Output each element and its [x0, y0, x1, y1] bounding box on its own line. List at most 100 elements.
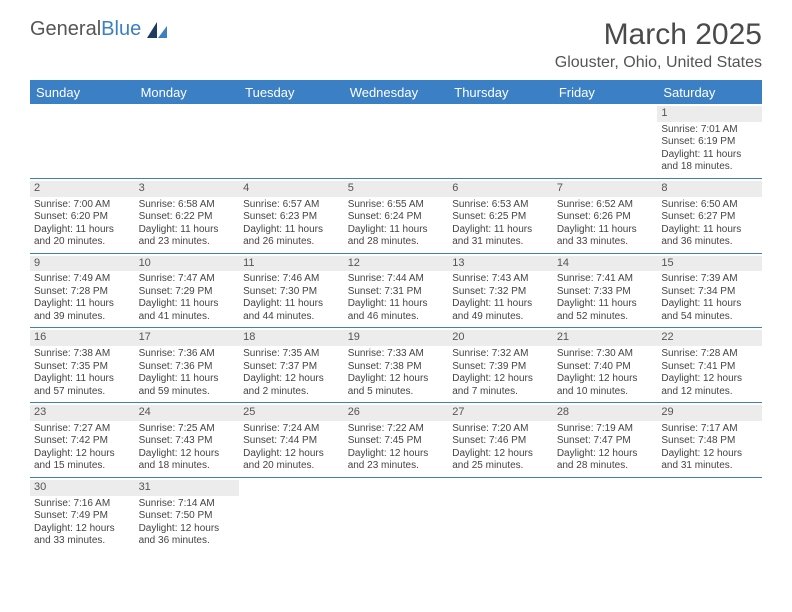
cell-day2: and 36 minutes. [661, 236, 758, 249]
cell-sunrise: Sunrise: 7:33 AM [348, 348, 445, 361]
cell-day1: Daylight: 12 hours [661, 448, 758, 461]
cell-day1: Daylight: 11 hours [348, 224, 445, 237]
cell-sunrise: Sunrise: 7:47 AM [139, 273, 236, 286]
cell-sunrise: Sunrise: 6:55 AM [348, 199, 445, 212]
cell-day2: and 33 minutes. [557, 236, 654, 249]
cell-sunset: Sunset: 7:44 PM [243, 435, 340, 448]
cell-sunrise: Sunrise: 7:39 AM [661, 273, 758, 286]
cell-day1: Daylight: 11 hours [661, 149, 758, 162]
calendar-week-row: 2Sunrise: 7:00 AMSunset: 6:20 PMDaylight… [30, 178, 762, 253]
cell-day2: and 20 minutes. [34, 236, 131, 249]
calendar-cell: 29Sunrise: 7:17 AMSunset: 7:48 PMDayligh… [657, 403, 762, 478]
calendar-cell [657, 477, 762, 551]
cell-day1: Daylight: 11 hours [348, 298, 445, 311]
cell-day1: Daylight: 12 hours [243, 373, 340, 386]
cell-sunset: Sunset: 7:31 PM [348, 286, 445, 299]
cell-sunset: Sunset: 7:46 PM [452, 435, 549, 448]
cell-day1: Daylight: 12 hours [243, 448, 340, 461]
cell-day2: and 49 minutes. [452, 311, 549, 324]
calendar-table: Sunday Monday Tuesday Wednesday Thursday… [30, 80, 762, 552]
calendar-cell [448, 104, 553, 178]
day-header: Friday [553, 81, 658, 105]
cell-day1: Daylight: 11 hours [34, 224, 131, 237]
cell-sunset: Sunset: 7:42 PM [34, 435, 131, 448]
day-header: Saturday [657, 81, 762, 105]
cell-day2: and 5 minutes. [348, 386, 445, 399]
cell-sunrise: Sunrise: 7:46 AM [243, 273, 340, 286]
day-number: 3 [135, 181, 240, 197]
calendar-cell [239, 477, 344, 551]
cell-day1: Daylight: 11 hours [139, 298, 236, 311]
cell-sunset: Sunset: 7:32 PM [452, 286, 549, 299]
calendar-cell [30, 104, 135, 178]
cell-day2: and 2 minutes. [243, 386, 340, 399]
cell-day2: and 23 minutes. [348, 460, 445, 473]
day-number: 4 [239, 181, 344, 197]
day-header: Wednesday [344, 81, 449, 105]
day-number: 9 [30, 256, 135, 272]
day-header: Thursday [448, 81, 553, 105]
cell-sunset: Sunset: 7:33 PM [557, 286, 654, 299]
cell-day2: and 36 minutes. [139, 535, 236, 548]
title-block: March 2025 Glouster, Ohio, United States [555, 18, 762, 72]
cell-day2: and 20 minutes. [243, 460, 340, 473]
location: Glouster, Ohio, United States [555, 54, 762, 72]
cell-sunrise: Sunrise: 6:52 AM [557, 199, 654, 212]
cell-sunset: Sunset: 7:39 PM [452, 361, 549, 374]
cell-sunset: Sunset: 6:26 PM [557, 211, 654, 224]
calendar-week-row: 23Sunrise: 7:27 AMSunset: 7:42 PMDayligh… [30, 403, 762, 478]
logo: GeneralBlue [30, 18, 169, 41]
day-number: 12 [344, 256, 449, 272]
calendar-cell: 25Sunrise: 7:24 AMSunset: 7:44 PMDayligh… [239, 403, 344, 478]
cell-day1: Daylight: 12 hours [557, 448, 654, 461]
cell-day2: and 41 minutes. [139, 311, 236, 324]
cell-day1: Daylight: 11 hours [557, 298, 654, 311]
cell-sunset: Sunset: 6:27 PM [661, 211, 758, 224]
calendar-cell: 5Sunrise: 6:55 AMSunset: 6:24 PMDaylight… [344, 178, 449, 253]
calendar-cell: 18Sunrise: 7:35 AMSunset: 7:37 PMDayligh… [239, 328, 344, 403]
day-number: 26 [344, 405, 449, 421]
cell-sunset: Sunset: 6:19 PM [661, 136, 758, 149]
calendar-cell: 11Sunrise: 7:46 AMSunset: 7:30 PMDayligh… [239, 253, 344, 328]
cell-day1: Daylight: 11 hours [661, 298, 758, 311]
calendar-cell: 9Sunrise: 7:49 AMSunset: 7:28 PMDaylight… [30, 253, 135, 328]
calendar-cell: 21Sunrise: 7:30 AMSunset: 7:40 PMDayligh… [553, 328, 658, 403]
cell-day1: Daylight: 12 hours [348, 448, 445, 461]
cell-sunset: Sunset: 7:29 PM [139, 286, 236, 299]
day-header-row: Sunday Monday Tuesday Wednesday Thursday… [30, 81, 762, 105]
cell-sunset: Sunset: 7:36 PM [139, 361, 236, 374]
calendar-cell: 13Sunrise: 7:43 AMSunset: 7:32 PMDayligh… [448, 253, 553, 328]
calendar-cell [448, 477, 553, 551]
cell-day2: and 28 minutes. [348, 236, 445, 249]
cell-sunrise: Sunrise: 7:16 AM [34, 498, 131, 511]
cell-sunset: Sunset: 7:35 PM [34, 361, 131, 374]
cell-day2: and 18 minutes. [661, 161, 758, 174]
cell-sunrise: Sunrise: 7:41 AM [557, 273, 654, 286]
cell-sunset: Sunset: 6:23 PM [243, 211, 340, 224]
cell-sunset: Sunset: 7:37 PM [243, 361, 340, 374]
calendar-cell: 1Sunrise: 7:01 AMSunset: 6:19 PMDaylight… [657, 104, 762, 178]
logo-sail-icon [145, 20, 169, 40]
cell-day2: and 52 minutes. [557, 311, 654, 324]
cell-sunset: Sunset: 7:30 PM [243, 286, 340, 299]
cell-sunrise: Sunrise: 6:53 AM [452, 199, 549, 212]
cell-day1: Daylight: 11 hours [34, 373, 131, 386]
calendar-week-row: 1Sunrise: 7:01 AMSunset: 6:19 PMDaylight… [30, 104, 762, 178]
cell-sunset: Sunset: 7:48 PM [661, 435, 758, 448]
calendar-week-row: 16Sunrise: 7:38 AMSunset: 7:35 PMDayligh… [30, 328, 762, 403]
day-number: 22 [657, 330, 762, 346]
day-number: 15 [657, 256, 762, 272]
day-header: Sunday [30, 81, 135, 105]
cell-day2: and 28 minutes. [557, 460, 654, 473]
cell-day1: Daylight: 12 hours [348, 373, 445, 386]
calendar-cell: 2Sunrise: 7:00 AMSunset: 6:20 PMDaylight… [30, 178, 135, 253]
cell-sunset: Sunset: 6:20 PM [34, 211, 131, 224]
calendar-cell [135, 104, 240, 178]
calendar-week-row: 9Sunrise: 7:49 AMSunset: 7:28 PMDaylight… [30, 253, 762, 328]
cell-day2: and 15 minutes. [34, 460, 131, 473]
cell-sunset: Sunset: 7:41 PM [661, 361, 758, 374]
cell-day1: Daylight: 11 hours [243, 298, 340, 311]
calendar-cell [553, 104, 658, 178]
day-header: Tuesday [239, 81, 344, 105]
cell-sunrise: Sunrise: 7:32 AM [452, 348, 549, 361]
